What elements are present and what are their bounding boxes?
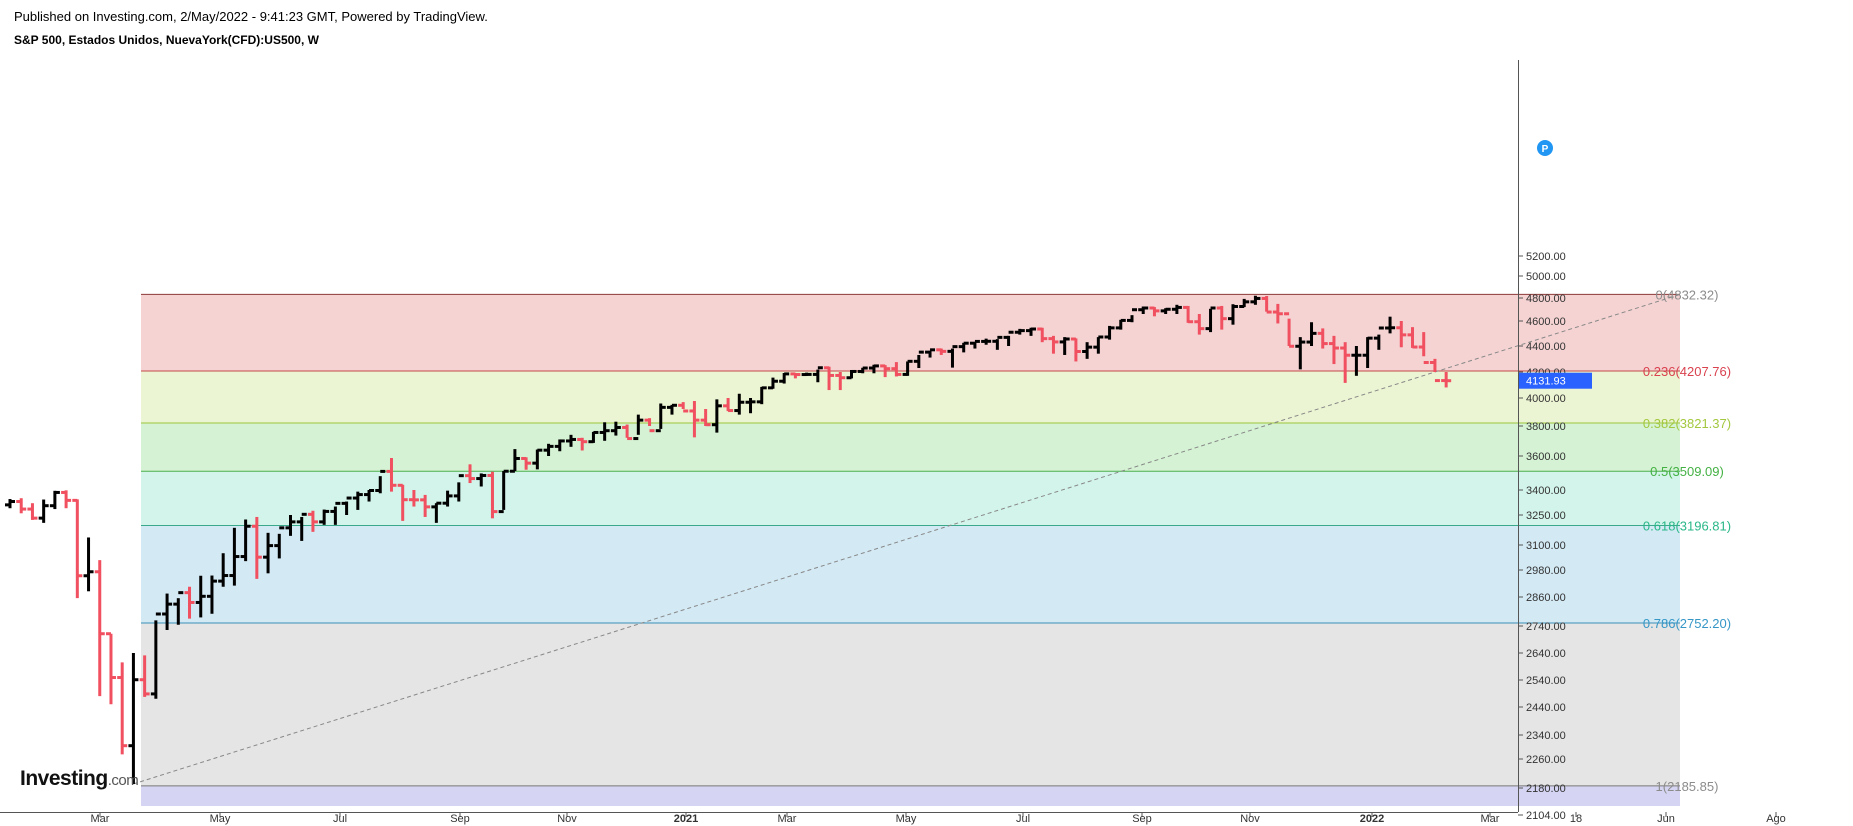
y-tick-label: 2180.00 (1526, 783, 1566, 795)
y-tick-label: 2740.00 (1526, 621, 1566, 633)
x-tick-label: Jul (1016, 813, 1030, 825)
logo-suffix: .com (107, 772, 139, 789)
y-tick-label: 4600.00 (1526, 316, 1566, 328)
y-tick-label: 3600.00 (1526, 451, 1566, 463)
x-tick-label: 2021 (674, 813, 698, 825)
y-tick-label: 2860.00 (1526, 592, 1566, 604)
x-tick-label: Sep (450, 813, 470, 825)
y-tick-label: 2640.00 (1526, 648, 1566, 660)
y-tick-label: 2260.00 (1526, 754, 1566, 766)
x-tick-label: Mar (1481, 813, 1500, 825)
x-tick-label: Mar (778, 813, 797, 825)
investing-logo: Investing.com (20, 767, 139, 791)
last-price-tag (1519, 372, 1592, 389)
x-tick-label: Nov (557, 813, 577, 825)
fib-label: 0.618(3196.81) (1643, 518, 1731, 533)
y-tick-label: 4800.00 (1526, 293, 1566, 305)
last-price-label: 4131.93 (1526, 376, 1566, 388)
marker-circle (1537, 140, 1553, 156)
marker-label: P (1542, 144, 1549, 155)
x-tick-label: Sep (1132, 813, 1152, 825)
fib-zone (141, 785, 1680, 806)
x-tick-label: Jul (333, 813, 347, 825)
chart-title: S&P 500, Estados Unidos, NuevaYork(CFD):… (14, 33, 319, 47)
fib-zone (141, 471, 1680, 526)
y-tick-label: 3100.00 (1526, 540, 1566, 552)
y-tick-label: 5200.00 (1526, 251, 1566, 263)
fib-label: 0.786(2752.20) (1643, 616, 1731, 631)
y-tick-label: 3800.00 (1526, 421, 1566, 433)
fib-label: 1(2185.85) (1656, 779, 1719, 794)
y-tick-label: 2980.00 (1526, 565, 1566, 577)
fib-label: 0.5(3509.09) (1650, 464, 1724, 479)
fib-zone (141, 370, 1680, 423)
y-tick-label: 4400.00 (1526, 341, 1566, 353)
fib-label: 0.236(4207.76) (1643, 364, 1731, 379)
fib-zone (141, 622, 1680, 786)
y-tick-label: 3400.00 (1526, 485, 1566, 497)
x-tick-label: Nov (1240, 813, 1260, 825)
fib-zone (141, 422, 1680, 472)
x-tick-label: Mar (91, 813, 110, 825)
y-tick-label: 4000.00 (1526, 393, 1566, 405)
y-tick-label: 2340.00 (1526, 730, 1566, 742)
logo-text: Investing (20, 767, 108, 790)
x-tick-label: May (210, 813, 231, 825)
x-tick-label: 18 (1570, 813, 1582, 825)
x-tick-label: Jun (1657, 813, 1675, 825)
x-tick-label: 2022 (1360, 813, 1384, 825)
x-tick-label: Ago (1766, 813, 1786, 825)
x-tick-label: May (896, 813, 917, 825)
y-tick-label: 2440.00 (1526, 702, 1566, 714)
y-tick-label: 2104.00 (1526, 810, 1566, 822)
published-line: Published on Investing.com, 2/May/2022 -… (14, 9, 488, 24)
fib-zone (141, 525, 1680, 623)
fib-label: 0.382(3821.37) (1643, 416, 1731, 431)
trend-line (133, 293, 1681, 785)
fib-label: 0(4832.32) (1656, 287, 1719, 302)
fib-zone (141, 294, 1680, 371)
y-tick-label: 5000.00 (1526, 271, 1566, 283)
y-tick-label: 3250.00 (1526, 510, 1566, 522)
y-tick-label: 2540.00 (1526, 675, 1566, 687)
